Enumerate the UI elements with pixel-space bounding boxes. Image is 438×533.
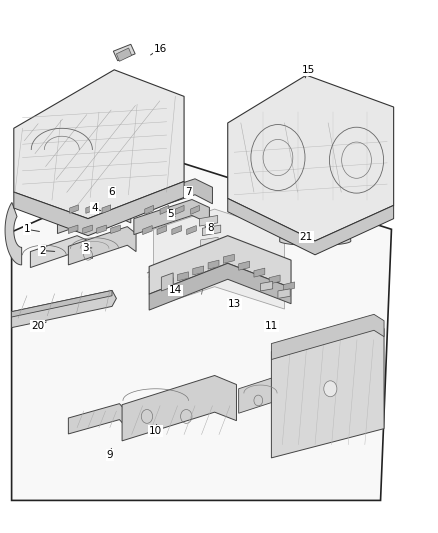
Polygon shape	[149, 236, 291, 294]
Circle shape	[324, 381, 337, 397]
Polygon shape	[162, 278, 173, 287]
Polygon shape	[175, 205, 184, 214]
Polygon shape	[12, 160, 392, 500]
Text: 16: 16	[153, 44, 167, 53]
Polygon shape	[191, 205, 199, 214]
Text: 14: 14	[169, 286, 182, 295]
Polygon shape	[14, 70, 184, 219]
Polygon shape	[199, 215, 218, 226]
Text: 10: 10	[149, 426, 162, 437]
Polygon shape	[145, 205, 153, 214]
Polygon shape	[113, 44, 135, 61]
Polygon shape	[239, 374, 306, 413]
Polygon shape	[157, 225, 166, 235]
Polygon shape	[223, 254, 234, 263]
Polygon shape	[161, 273, 173, 291]
Text: 8: 8	[207, 223, 214, 233]
Polygon shape	[239, 261, 250, 270]
Polygon shape	[201, 237, 218, 246]
Polygon shape	[153, 209, 285, 309]
Polygon shape	[272, 314, 384, 360]
Text: 21: 21	[300, 232, 313, 242]
Polygon shape	[111, 225, 120, 233]
Polygon shape	[193, 266, 204, 275]
Text: 20: 20	[31, 321, 44, 331]
Polygon shape	[172, 225, 181, 235]
Polygon shape	[86, 205, 95, 213]
Polygon shape	[208, 260, 219, 269]
Polygon shape	[117, 48, 132, 61]
Text: 11: 11	[265, 321, 278, 331]
Text: 5: 5	[168, 209, 174, 220]
Polygon shape	[134, 199, 209, 235]
Polygon shape	[68, 227, 136, 265]
Polygon shape	[272, 322, 384, 458]
Polygon shape	[228, 198, 394, 255]
Polygon shape	[12, 290, 112, 317]
Text: 1: 1	[24, 224, 30, 235]
Polygon shape	[97, 225, 106, 233]
Polygon shape	[68, 225, 78, 233]
Polygon shape	[202, 225, 221, 236]
Polygon shape	[143, 225, 152, 235]
Polygon shape	[30, 236, 92, 268]
Polygon shape	[102, 205, 111, 213]
Polygon shape	[228, 75, 394, 241]
Polygon shape	[177, 272, 188, 281]
Polygon shape	[136, 179, 212, 214]
Polygon shape	[70, 205, 78, 213]
Text: 7: 7	[185, 187, 192, 197]
Text: 9: 9	[106, 450, 113, 460]
Text: 15: 15	[302, 65, 315, 75]
Polygon shape	[187, 225, 196, 235]
Polygon shape	[12, 290, 117, 328]
Text: 2: 2	[39, 246, 46, 255]
Polygon shape	[68, 403, 125, 434]
Polygon shape	[122, 375, 237, 441]
Polygon shape	[149, 263, 291, 310]
Polygon shape	[278, 289, 290, 298]
Polygon shape	[284, 282, 294, 291]
Text: 3: 3	[82, 243, 89, 253]
Polygon shape	[14, 181, 184, 236]
Polygon shape	[5, 203, 21, 265]
Polygon shape	[261, 281, 273, 291]
Polygon shape	[61, 177, 132, 213]
Text: 4: 4	[91, 203, 98, 213]
Polygon shape	[269, 275, 280, 284]
Polygon shape	[57, 198, 131, 233]
Polygon shape	[254, 268, 265, 277]
Polygon shape	[160, 205, 169, 214]
Polygon shape	[83, 225, 92, 233]
Text: 13: 13	[228, 298, 241, 309]
Text: 6: 6	[109, 187, 115, 197]
Polygon shape	[280, 226, 351, 246]
